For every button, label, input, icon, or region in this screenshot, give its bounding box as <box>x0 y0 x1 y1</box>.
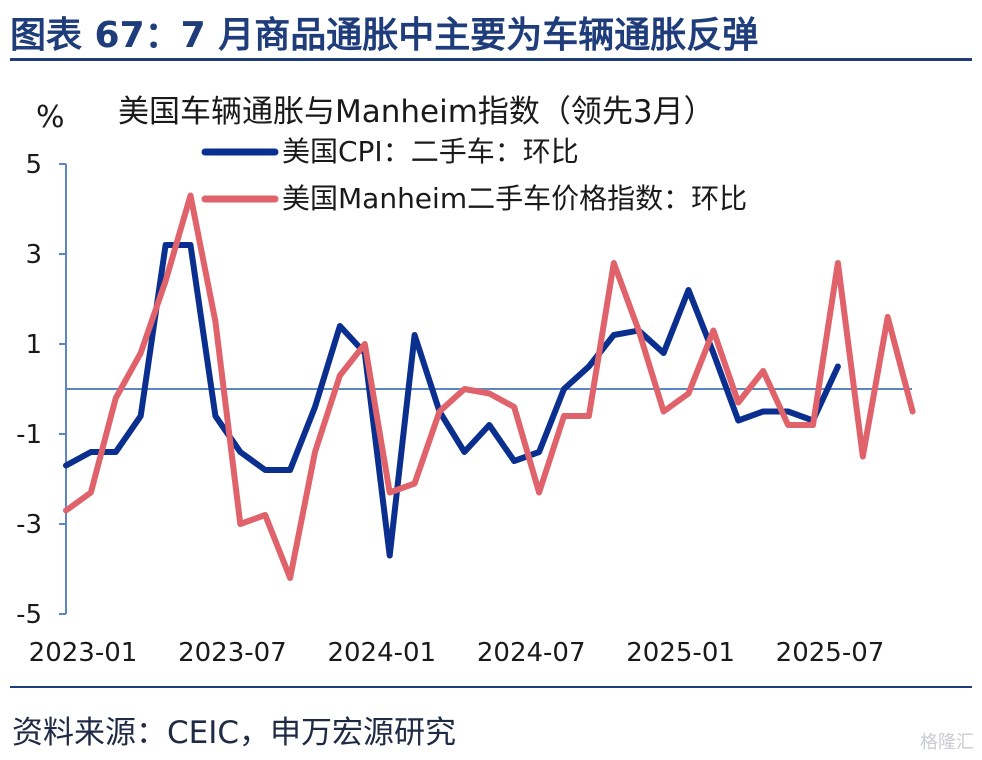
footer-rule <box>10 686 972 688</box>
line-chart: 5 3 1 -1 -3 -5 2023-01 2023-07 2024-01 2024-07 202… <box>16 94 916 668</box>
y-tick-label: 5 <box>25 150 42 180</box>
series-line-manheim <box>63 192 916 581</box>
chart-area: 5 3 1 -1 -3 -5 2023-01 2023-07 2024-01 2024-07 202… <box>0 64 982 684</box>
report-header: 图表 67：7 月商品通胀中主要为车辆通胀反弹 <box>0 0 982 61</box>
watermark-logo: 格隆汇 <box>920 732 974 753</box>
legend-label: 美国Manheim二手车价格指数：环比 <box>282 182 747 215</box>
y-tick-label: -1 <box>16 420 42 450</box>
x-tick-label: 2023-01 <box>29 638 138 668</box>
x-tick-label: 2024-01 <box>327 638 436 668</box>
y-tick-label: 3 <box>25 240 42 270</box>
y-tick-label: 1 <box>25 330 42 360</box>
y-tick-label: -5 <box>16 600 42 630</box>
chart-title: 美国车辆通胀与Manheim指数（领先3月） <box>118 94 715 130</box>
figure-title: 图表 67：7 月商品通胀中主要为车辆通胀反弹 <box>10 15 759 56</box>
x-tick-label: 2025-07 <box>776 638 885 668</box>
series-lines <box>63 192 916 581</box>
y-tick-label: -3 <box>16 510 42 540</box>
x-tick-label: 2025-01 <box>626 638 735 668</box>
y-unit-label: % <box>36 100 65 135</box>
x-tick-label: 2023-07 <box>178 638 287 668</box>
source-note: 资料来源：CEIC，申万宏源研究 <box>12 715 457 751</box>
header-rule <box>10 58 972 61</box>
chart-labels: 5 3 1 -1 -3 -5 2023-01 2023-07 2024-01 2024-07 202… <box>16 94 884 668</box>
axes <box>59 163 912 615</box>
x-tick-label: 2024-07 <box>477 638 586 668</box>
legend-label: 美国CPI：二手车：环比 <box>282 135 579 168</box>
